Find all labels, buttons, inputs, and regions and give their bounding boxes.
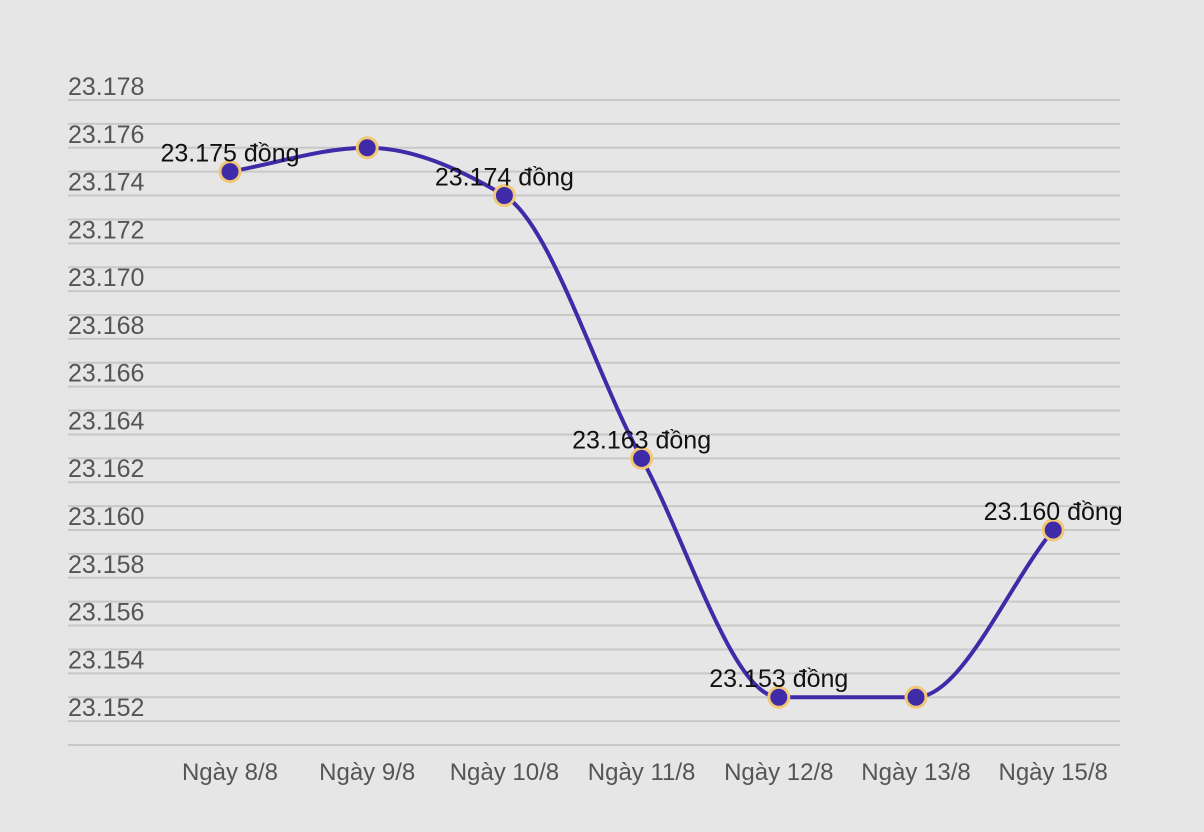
data-point xyxy=(492,184,516,208)
y-tick-label: 23.156 xyxy=(68,599,144,627)
data-point xyxy=(1041,518,1065,542)
data-labels: 23.175 đồng 23.174 đồng 23.163 đồng 23.153 … xyxy=(160,140,1122,694)
y-tick-label: 23.170 xyxy=(68,264,144,292)
y-tick-label: 23.160 xyxy=(68,503,144,531)
y-tick-label: 23.176 xyxy=(68,121,144,149)
y-tick-label: 23.166 xyxy=(68,360,144,388)
data-point xyxy=(904,685,928,709)
y-axis-ticks: 23.178 23.176 23.174 23.172 23.170 23.168 23.1… xyxy=(68,73,145,722)
x-tick-label: Ngày 8/8 xyxy=(182,759,278,786)
data-point xyxy=(630,446,654,470)
data-label: 23.160 đồng xyxy=(984,498,1123,526)
y-tick-label: 23.172 xyxy=(68,216,144,244)
y-tick-label: 23.174 xyxy=(68,169,145,197)
y-tick-label: 23.154 xyxy=(68,646,145,674)
data-label: 23.174 đồng xyxy=(435,164,574,192)
data-point xyxy=(767,685,791,709)
series-line xyxy=(229,145,1055,700)
y-tick-label: 23.162 xyxy=(68,455,144,483)
y-tick-label: 23.168 xyxy=(68,312,144,340)
x-tick-label: Ngày 9/8 xyxy=(319,759,415,786)
x-tick-label: Ngày 11/8 xyxy=(588,759,696,786)
y-tick-label: 23.152 xyxy=(68,694,144,722)
data-point xyxy=(218,160,242,184)
data-label: 23.153 đồng xyxy=(709,665,848,693)
x-tick-label: Ngày 10/8 xyxy=(450,759,559,786)
grid-lines xyxy=(68,99,1120,746)
data-points xyxy=(218,136,1065,709)
x-tick-label: Ngày 13/8 xyxy=(861,759,970,786)
y-tick-label: 23.164 xyxy=(68,407,145,435)
data-point xyxy=(355,136,379,160)
y-tick-label: 23.158 xyxy=(68,551,144,579)
data-label: 23.175 đồng xyxy=(160,140,299,168)
x-tick-label: Ngày 12/8 xyxy=(724,759,833,786)
x-tick-label: Ngày 15/8 xyxy=(998,759,1107,786)
x-axis-ticks: Ngày 8/8 Ngày 9/8 Ngày 10/8 Ngày 11/8 Ngày 1… xyxy=(182,759,1108,786)
y-tick-label: 23.178 xyxy=(68,73,144,101)
data-label: 23.163 đồng xyxy=(572,426,711,454)
